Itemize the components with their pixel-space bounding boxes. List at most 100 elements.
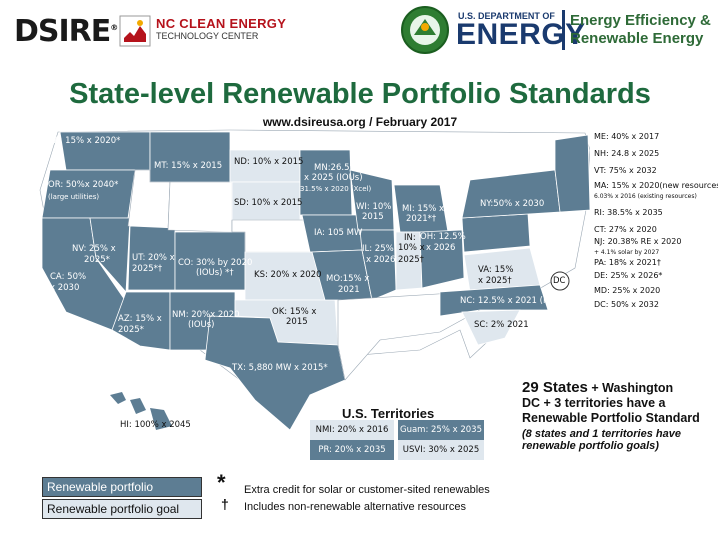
label-ny: NY:50% x 2030 [480, 199, 545, 209]
territory-usvi: USVI: 30% x 2025 [398, 440, 484, 460]
sidebar-item-md: MD: 25% x 2020 [590, 284, 718, 298]
label-or-note: (large utilities) [48, 193, 100, 201]
dc-marker [550, 271, 570, 291]
label-oh: OH: 12.5% [420, 232, 466, 242]
state-sc [461, 309, 521, 346]
label-nc: NC: 12.5% x 2021 (IOUs) [460, 296, 567, 306]
sidebar-item-me: ME: 40% x 2017 [590, 130, 718, 144]
sidebar-item-label: NH: 24.8 x 2025 [594, 149, 660, 158]
label-mn-2: x 2025 (IOUs) [304, 173, 363, 183]
dsire-wordmark: DSIRE [14, 14, 111, 49]
sidebar-item-ma: MA: 15% x 2020(new resources) 6.03% x 201… [590, 180, 718, 202]
sidebar-item-label: MA: 15% x 2020(new resources) [594, 181, 718, 190]
state-oh [419, 229, 465, 289]
state-hi [110, 392, 172, 430]
label-mn: MN:26.5% [314, 163, 358, 173]
label-hi: HI: 100% x 2045 [120, 420, 191, 430]
label-nv-2: 2025* [84, 255, 110, 265]
legend-standard: Renewable portfolio standard [42, 477, 202, 512]
label-in-3: 2025† [398, 255, 424, 265]
sidebar-item-vt: VT: 75% x 2032 [590, 164, 718, 178]
label-oh-2: x 2026 [426, 243, 456, 253]
label-va-2: x 2025† [478, 276, 512, 286]
label-il: IL: 25% [362, 244, 394, 254]
label-in: IN: [404, 233, 416, 243]
star-symbol: * [217, 470, 226, 495]
summary-line2: DC + 3 territories have a Renewable Port… [522, 396, 700, 425]
registered-mark: ® [110, 23, 118, 32]
page-title: State-level Renewable Portfolio Standard… [69, 78, 651, 110]
sidebar-item-sublabel: + 4.1% solar by 2027 [594, 249, 660, 256]
label-az-2: 2025* [118, 325, 144, 335]
dsire-logo: DSIRE® [14, 14, 118, 49]
doe-divider [562, 10, 565, 50]
sidebar-item-label: DC: 50% x 2032 [594, 300, 659, 309]
label-nd: ND: 10% x 2015 [234, 157, 304, 167]
sidebar-item-nj: NJ: 20.38% RE x 2020 + 4.1% solar by 2027 [590, 236, 718, 258]
nc-clean-energy-wordmark: NC CLEAN ENERGY TECHNOLOGY CENTER [156, 16, 286, 41]
sidebar-item-label: VT: 75% x 2032 [594, 166, 657, 175]
sidebar-item-label: DE: 25% x 2026* [594, 271, 663, 280]
nc-line1: NC CLEAN ENERGY [156, 16, 287, 31]
label-il-2: x 2026 [366, 255, 396, 265]
label-co: CO: 30% by 2020 [178, 258, 253, 268]
eere-line2: Renewable Energy [570, 30, 704, 47]
label-mt: MT: 15% x 2015 [154, 161, 223, 171]
state-az [111, 291, 171, 351]
territory-nmi: NMI: 20% x 2016 [310, 420, 394, 440]
label-nm: NM: 20%x 2020 [172, 310, 240, 320]
label-nm-2: (IOUs) [188, 320, 215, 330]
sidebar-item-label: CT: 27% x 2020 [594, 225, 657, 234]
state-tx [204, 315, 346, 431]
sidebar-item-sublabel: 6.03% x 2016 (existing resources) [594, 193, 697, 200]
state-pa [461, 213, 531, 253]
label-ut-2: 2025*† [132, 264, 163, 274]
label-mi-2: 2021*† [406, 214, 437, 224]
nc-clean-energy-logo-icon [119, 15, 151, 47]
label-mn-3: 31.5% x 2020 (Xcel) [300, 185, 372, 193]
state-mt [149, 131, 231, 183]
doe-seal-icon [401, 6, 449, 54]
doe-department-label: U.S. DEPARTMENT OF [458, 11, 555, 21]
label-mi: MI: 15% x [402, 204, 445, 214]
sidebar-item-label: RI: 38.5% x 2035 [594, 208, 663, 217]
label-va: VA: 15% [478, 265, 514, 275]
territory-guam: Guam: 25% x 2035 [398, 420, 484, 440]
label-mo-2: 2021 [338, 285, 360, 295]
label-sd: SD: 10% x 2015 [234, 198, 303, 208]
label-co-2: (IOUs) *† [196, 268, 234, 278]
state-new-england [554, 134, 591, 213]
label-nv: NV: 25% x [72, 244, 116, 254]
state-wy [167, 181, 233, 233]
summary-count: 29 States [522, 379, 588, 396]
label-ca-2: x 2030 [50, 283, 80, 293]
dagger-symbol: † [221, 496, 229, 512]
source-line: www.dsireusa.org / February 2017 [262, 115, 458, 129]
label-ok: OK: 15% x [272, 307, 317, 317]
label-ia: IA: 105 MW [314, 228, 363, 238]
label-ut: UT: 20% x [132, 253, 175, 263]
label-ks: KS: 20% x 2020 [254, 270, 322, 280]
label-in-2: 10% x [398, 243, 425, 253]
summary-line1: + Washington [587, 381, 674, 395]
label-az: AZ: 15% x [118, 314, 162, 324]
eere-wordmark: Energy Efficiency & Renewable Energy [570, 12, 711, 48]
sidebar-item-label: MD: 25% x 2020 [594, 286, 661, 295]
territories-title: U.S. Territories [342, 406, 435, 421]
state-ny [461, 169, 561, 219]
label-ca: CA: 50% [50, 272, 87, 282]
nc-line2: TECHNOLOGY CENTER [156, 31, 259, 41]
sidebar-item-label: PA: 18% x 2021† [594, 258, 661, 267]
territory-pr: PR: 20% x 2035 [310, 440, 394, 460]
label-wi-2: 2015 [362, 212, 384, 222]
dagger-note: Includes non-renewable alternative resou… [244, 501, 466, 513]
label-dc: DC [553, 276, 566, 286]
sidebar-item-ct: CT: 27% x 2020 [590, 223, 718, 237]
label-wa: WA: 15% x 2020* [46, 136, 121, 146]
sidebar-item-nh: NH: 24.8 x 2025 [590, 147, 718, 161]
label-ok-2: 2015 [286, 317, 308, 327]
eere-line1: Energy Efficiency & [570, 12, 711, 29]
sidebar-item-label: NJ: 20.38% RE x 2020 [594, 237, 682, 246]
state-il [359, 229, 397, 301]
